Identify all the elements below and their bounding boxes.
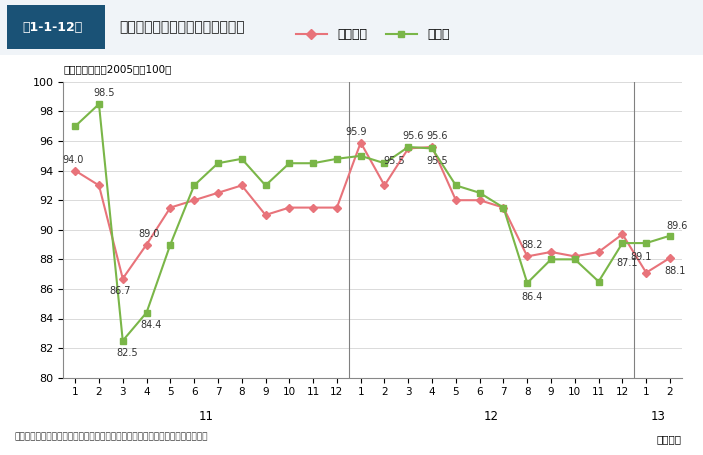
Text: 95.5: 95.5	[383, 156, 405, 166]
Text: 規模別の製造工業生産指数の推移: 規模別の製造工業生産指数の推移	[120, 20, 245, 34]
Text: 89.6: 89.6	[666, 221, 688, 231]
Text: （季節調整値、2005年＝100）: （季節調整値、2005年＝100）	[63, 65, 172, 75]
Text: 89.0: 89.0	[138, 229, 160, 238]
Text: 88.1: 88.1	[664, 266, 685, 276]
Text: 95.6: 95.6	[402, 131, 424, 141]
Text: 13: 13	[651, 410, 666, 423]
Text: 94.0: 94.0	[62, 155, 84, 165]
Text: 87.1: 87.1	[617, 258, 638, 268]
Text: 第1-1-12図: 第1-1-12図	[22, 21, 83, 34]
Text: 95.5: 95.5	[426, 156, 448, 166]
FancyBboxPatch shape	[7, 5, 105, 49]
Text: 95.6: 95.6	[426, 131, 448, 141]
Text: 11: 11	[198, 410, 214, 423]
FancyBboxPatch shape	[0, 0, 703, 55]
Text: 95.9: 95.9	[345, 126, 367, 136]
Text: 98.5: 98.5	[93, 88, 115, 98]
Text: 86.4: 86.4	[522, 292, 543, 302]
Legend: 中小企業, 全企業: 中小企業, 全企業	[291, 23, 454, 46]
Text: 86.7: 86.7	[110, 286, 131, 296]
Text: 82.5: 82.5	[117, 349, 138, 359]
Text: 88.2: 88.2	[521, 241, 543, 250]
Text: 89.1: 89.1	[631, 253, 652, 263]
Text: 資料：経済産業省「鉱工業生産指数」、中小企業庁「規模別製造工業生産指数」: 資料：経済産業省「鉱工業生産指数」、中小企業庁「規模別製造工業生産指数」	[14, 432, 207, 441]
Text: 84.4: 84.4	[141, 320, 162, 330]
Text: 12: 12	[484, 410, 499, 423]
Text: （年月）: （年月）	[657, 434, 682, 444]
